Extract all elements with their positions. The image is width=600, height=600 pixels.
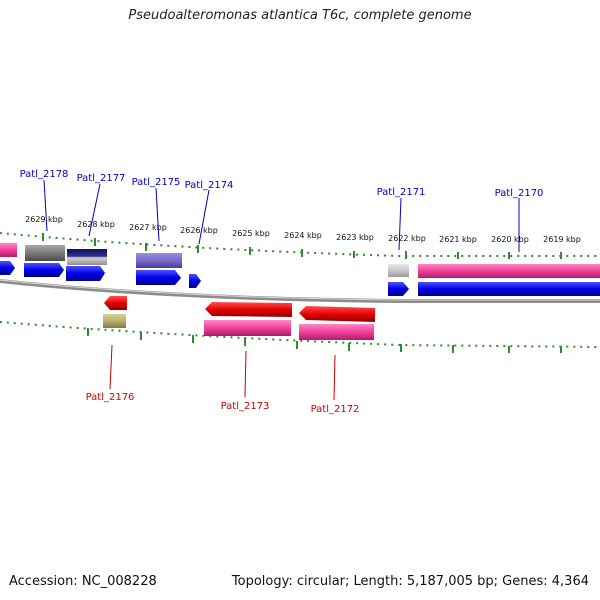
forward-genes — [0, 261, 600, 296]
scale-label: 2623 kbp — [336, 233, 374, 242]
gene-label-forward[interactable]: Patl_2177 — [77, 173, 126, 184]
gene-label-forward[interactable]: Patl_2178 — [20, 169, 69, 180]
scale-label: 2619 kbp — [543, 235, 581, 244]
gene-label-forward[interactable]: Patl_2175 — [132, 177, 181, 188]
reverse-genes — [104, 296, 375, 322]
genome-backbone — [0, 279, 600, 303]
lower-ruler — [0, 321, 600, 348]
feature-track-upper — [0, 243, 600, 278]
scale-label: 2622 kbp — [388, 234, 426, 243]
forward-gene[interactable] — [388, 282, 409, 296]
forward-gene[interactable] — [24, 263, 64, 277]
gene-label-forward[interactable]: Patl_2174 — [185, 180, 234, 191]
reverse-gene[interactable] — [104, 296, 127, 310]
reverse-gene[interactable] — [299, 306, 375, 322]
genome-summary-text: Topology: circular; Length: 5,187,005 bp… — [231, 574, 589, 589]
feature-box[interactable] — [67, 249, 107, 265]
accession-text: Accession: NC_008228 — [9, 574, 157, 589]
feature-box[interactable] — [299, 324, 374, 340]
scale-label: 2628 kbp — [77, 220, 115, 229]
feature-box[interactable] — [204, 320, 291, 336]
scale-label: 2620 kbp — [491, 235, 529, 244]
scale-label: 2629 kbp — [25, 215, 63, 224]
reverse-label-leaders — [109, 344, 336, 401]
forward-label-leaders — [43, 179, 520, 252]
gene-label-forward[interactable]: Patl_2170 — [495, 188, 544, 199]
scale-label: 2627 kbp — [129, 223, 167, 232]
lower-ruler-ticks — [87, 328, 562, 353]
reverse-gene[interactable] — [205, 302, 292, 317]
upper-ruler — [0, 232, 600, 257]
forward-gene[interactable] — [136, 270, 181, 285]
gene-label-reverse[interactable]: Patl_2172 — [311, 404, 360, 415]
scale-label: 2621 kbp — [439, 235, 477, 244]
scale-label: 2624 kbp — [284, 231, 322, 240]
forward-gene[interactable] — [189, 274, 201, 288]
feature-box[interactable] — [103, 314, 126, 328]
map-title: Pseudoalteromonas atlantica T6c, complet… — [128, 8, 472, 23]
upper-ruler-ticks — [42, 233, 562, 259]
genome-backbone-highlight — [0, 279, 600, 301]
feature-box[interactable] — [0, 243, 17, 257]
feature-box[interactable] — [136, 253, 182, 268]
gene-label-reverse[interactable]: Patl_2176 — [86, 392, 135, 403]
forward-gene[interactable] — [418, 282, 600, 296]
gene-label-reverse[interactable]: Patl_2173 — [221, 401, 270, 412]
feature-track-lower — [103, 314, 374, 340]
feature-box[interactable] — [418, 264, 600, 278]
forward-gene[interactable] — [66, 266, 105, 281]
gene-label-forward[interactable]: Patl_2171 — [377, 187, 426, 198]
forward-gene[interactable] — [0, 261, 15, 275]
scale-label: 2625 kbp — [232, 229, 270, 238]
feature-box[interactable] — [388, 264, 409, 277]
feature-box[interactable] — [25, 245, 65, 261]
scale-label: 2626 kbp — [180, 226, 218, 235]
